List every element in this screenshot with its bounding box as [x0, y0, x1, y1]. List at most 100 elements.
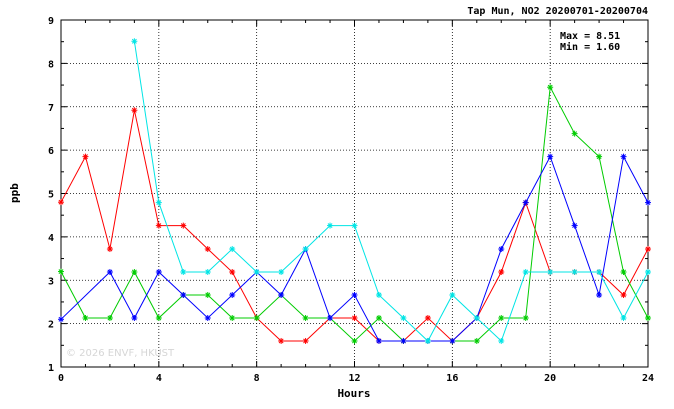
data-point-stroke: [205, 246, 211, 252]
x-tick-label: 24: [642, 373, 654, 384]
data-point-stroke: [376, 338, 382, 344]
data-point-stroke: [645, 200, 651, 206]
data-point-stroke: [131, 107, 137, 113]
data-point-stroke: [303, 315, 309, 321]
data-point: [547, 84, 554, 91]
data-point-stroke: [107, 246, 113, 252]
data-point: [522, 269, 529, 276]
data-point: [571, 130, 578, 137]
data-point-stroke: [547, 269, 553, 275]
data-point-stroke: [449, 338, 455, 344]
data-point: [131, 314, 138, 321]
data-point: [547, 153, 554, 160]
data-point: [204, 291, 211, 298]
data-point: [473, 337, 480, 344]
data-point-stroke: [156, 269, 162, 275]
max-annotation: Max = 8.51: [560, 31, 620, 42]
data-point: [327, 222, 334, 229]
data-point-stroke: [303, 338, 309, 344]
data-point: [229, 269, 236, 276]
data-point-stroke: [474, 338, 480, 344]
data-point: [547, 269, 554, 276]
data-point-stroke: [572, 131, 578, 137]
data-point-stroke: [58, 199, 64, 205]
watermark: © 2026 ENVF, HKUST: [66, 348, 175, 359]
data-point-stroke: [572, 223, 578, 229]
data-point: [571, 269, 578, 276]
data-point-stroke: [83, 315, 88, 321]
data-point: [155, 269, 162, 276]
data-point-stroke: [498, 246, 504, 252]
data-point: [229, 314, 236, 321]
data-point: [449, 337, 456, 344]
data-point-stroke: [229, 315, 235, 321]
data-point: [204, 246, 211, 253]
data-point-stroke: [58, 269, 64, 275]
data-point: [278, 269, 285, 276]
series-layer: [58, 38, 651, 344]
data-point-stroke: [547, 154, 553, 160]
x-tick-label: 4: [156, 373, 162, 384]
data-point: [645, 246, 651, 253]
data-point: [620, 269, 627, 276]
data-point: [620, 314, 627, 321]
series-line: [133, 41, 649, 342]
data-point-stroke: [254, 315, 260, 321]
data-point-stroke: [156, 315, 162, 321]
data-point-stroke: [107, 315, 113, 321]
data-point-stroke: [303, 246, 309, 252]
data-point: [131, 107, 138, 114]
data-point-stroke: [327, 315, 333, 321]
y-tick-label: 4: [48, 233, 54, 244]
data-point-stroke: [107, 269, 113, 275]
data-point: [106, 246, 113, 253]
data-point-stroke: [58, 316, 64, 322]
data-point: [351, 337, 358, 344]
data-point-stroke: [376, 292, 382, 298]
data-point-stroke: [229, 269, 235, 275]
data-point-stroke: [645, 315, 651, 321]
data-point-stroke: [376, 315, 382, 321]
data-point: [131, 269, 138, 276]
data-point: [229, 291, 236, 298]
data-point: [278, 337, 285, 344]
data-point: [327, 314, 334, 321]
y-tick-label: 7: [48, 103, 54, 114]
data-point: [58, 199, 64, 206]
data-point-stroke: [621, 269, 626, 275]
data-point-stroke: [425, 315, 431, 321]
data-point-stroke: [425, 338, 431, 344]
y-tick-label: 1: [48, 363, 54, 374]
data-point-stroke: [352, 223, 357, 229]
data-point-stroke: [572, 269, 578, 275]
data-point: [155, 199, 162, 206]
data-point-stroke: [547, 84, 553, 90]
x-tick-label: 0: [58, 373, 64, 384]
data-point-stroke: [400, 315, 406, 321]
data-point-stroke: [474, 315, 480, 321]
x-tick-label: 8: [254, 373, 260, 384]
data-point: [204, 269, 211, 276]
y-tick-label: 2: [48, 320, 54, 331]
data-point: [473, 314, 480, 321]
grid: [61, 20, 648, 367]
data-point-stroke: [596, 292, 602, 298]
data-point-stroke: [621, 315, 626, 321]
data-point: [302, 246, 309, 253]
data-point-stroke: [278, 338, 284, 344]
data-point-stroke: [498, 338, 504, 344]
data-point: [449, 291, 456, 298]
data-point: [522, 314, 529, 321]
data-point-stroke: [278, 269, 284, 275]
data-point: [229, 246, 236, 253]
data-point: [645, 269, 651, 276]
y-tick-label: 3: [48, 276, 54, 287]
data-point: [400, 337, 407, 344]
data-point: [498, 337, 505, 344]
data-point-stroke: [449, 292, 455, 298]
data-point-stroke: [180, 223, 186, 229]
data-point-stroke: [131, 38, 137, 44]
data-point-stroke: [498, 269, 504, 275]
data-point-stroke: [596, 154, 602, 160]
